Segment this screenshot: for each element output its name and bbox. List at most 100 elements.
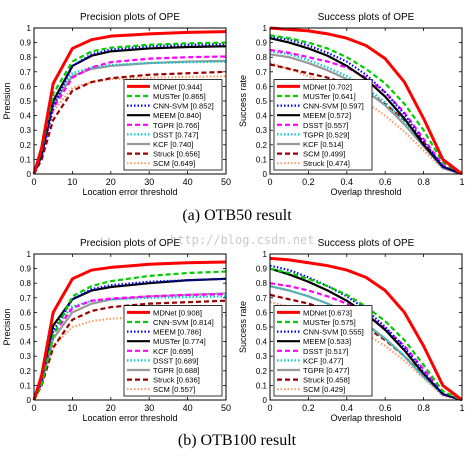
x-tick-label: 10	[67, 403, 77, 413]
y-tick-label: 0.2	[20, 367, 32, 376]
y-tick-label: 0.6	[256, 308, 268, 317]
series-line-7	[33, 70, 227, 175]
legend-entry: MDNet [0.673]	[303, 308, 352, 317]
x-axis-label: Overlap threshold	[330, 413, 401, 423]
y-tick-label: 0.7	[20, 68, 32, 77]
y-tick-label: 0.1	[256, 381, 268, 390]
legend: MDNet [0.673]MUSTer [0.575]CNN-SVM [0.55…	[273, 305, 373, 397]
legend-box	[273, 79, 373, 171]
legend: MDNet [0.944]MUSTer [0.865]CNN-SVM [0.85…	[123, 79, 223, 171]
y-tick-label: 0.6	[20, 82, 32, 91]
legend-entry: MUSTer [0.865]	[153, 92, 206, 101]
y-tick-label: 0.5	[20, 323, 32, 332]
chart-title: Success plots of OPE	[318, 238, 415, 249]
x-axis-label: Location error threshold	[82, 187, 177, 197]
x-axis-label: Overlap threshold	[330, 187, 401, 197]
x-tick-label: 50	[221, 177, 231, 187]
y-tick-label: 0.8	[20, 279, 32, 288]
x-tick-label: 0.2	[302, 177, 315, 187]
y-axis-label: Precision	[2, 308, 12, 345]
legend: MDNet [0.908]CNN-SVM [0.814]MEEM [0.786]…	[123, 305, 223, 397]
series-line-0	[32, 30, 227, 175]
y-tick-label: 0.4	[256, 338, 268, 347]
y-tick-label: 0.5	[20, 97, 32, 106]
series-line-2	[32, 277, 227, 401]
y-tick-label: 0.3	[20, 352, 32, 361]
series-line-5	[269, 50, 463, 176]
y-tick-label: 0.8	[256, 53, 268, 62]
series-line-2	[269, 35, 463, 176]
legend-entry: Struck [0.636]	[153, 376, 200, 385]
otb100-success-chart: Success plots of OPE 0 0.1 0.2 0.3 0.4 0.5 0.6 0…	[238, 238, 465, 423]
legend-entry: TGPR [0.529]	[303, 130, 349, 139]
legend-entry: MDNet [0.944]	[153, 82, 202, 91]
legend-entry: SCM [0.649]	[153, 159, 195, 168]
legend-box	[273, 305, 373, 397]
series-line-2	[32, 42, 227, 175]
legend-entry: CNN-SVM [0.852]	[153, 102, 214, 111]
legend-entry: CNN-SVM [0.597]	[303, 102, 364, 111]
x-tick-label: 0.8	[417, 177, 430, 187]
legend-entry: KCF [0.477]	[303, 356, 344, 365]
x-axis-label: Location error threshold	[82, 413, 177, 423]
x-tick-label: 0.6	[379, 403, 392, 413]
plot-frame	[33, 27, 227, 175]
x-tick-label: 30	[144, 177, 154, 187]
legend-entry: TGPR [0.477]	[303, 366, 349, 375]
x-tick-label: 40	[183, 177, 193, 187]
y-tick-label: 0.3	[256, 352, 268, 361]
y-tick-label: 0.4	[256, 112, 268, 121]
y-tick-label: 0.1	[20, 155, 32, 164]
x-tick-label: 0.6	[379, 177, 392, 187]
y-tick-label: 1	[263, 250, 268, 259]
x-tick-label: 30	[144, 403, 154, 413]
y-tick-label: 0.4	[20, 112, 32, 121]
legend-entry: MEEM [0.840]	[153, 111, 201, 120]
y-tick-label: 1	[27, 24, 32, 33]
legend-box	[123, 79, 223, 171]
x-tick-label: 0	[31, 177, 36, 187]
y-tick-label: 0.3	[256, 126, 268, 135]
plot-frame	[269, 253, 463, 401]
x-tick-label: 10	[67, 177, 77, 187]
legend-entry: Struck [0.458]	[303, 376, 350, 385]
x-tick-label: 1	[459, 177, 464, 187]
y-axis-label: Success rate	[238, 75, 248, 127]
legend-entry: KCF [0.740]	[153, 140, 194, 149]
caption-otb50: (a) OTB50 result	[182, 207, 292, 224]
legend-entry: MUSTer [0.774]	[153, 337, 206, 346]
x-tick-label: 50	[221, 403, 231, 413]
x-tick-label: 0.2	[302, 403, 315, 413]
legend-box	[123, 305, 223, 397]
legend-entry: SCM [0.557]	[153, 385, 195, 394]
y-tick-label: 0.7	[256, 68, 268, 77]
y-tick-label: 1	[27, 250, 32, 259]
plot-frame	[33, 253, 227, 401]
legend-entry: KCF [0.514]	[303, 140, 344, 149]
x-tick-label: 20	[106, 403, 116, 413]
legend-entry: MEEM [0.786]	[153, 328, 201, 337]
series-line-1	[33, 270, 227, 401]
legend-entry: TGPR [0.766]	[153, 121, 199, 130]
x-tick-label: 0	[31, 403, 36, 413]
x-tick-label: 0.4	[341, 177, 354, 187]
y-tick-label: 0.5	[256, 97, 268, 106]
y-tick-label: 0.5	[256, 323, 268, 332]
y-tick-label: 0	[27, 396, 32, 405]
series-line-0	[32, 260, 227, 401]
x-tick-label: 40	[183, 403, 193, 413]
y-tick-label: 0	[263, 396, 268, 405]
chart-title: Success plots of OPE	[318, 12, 415, 23]
legend-entry: DSST [0.517]	[303, 347, 348, 356]
y-tick-label: 0.2	[256, 367, 268, 376]
y-axis-label: Precision	[2, 82, 12, 119]
series-line-4	[269, 282, 463, 402]
y-tick-label: 1	[263, 24, 268, 33]
y-tick-label: 0.7	[256, 294, 268, 303]
x-tick-label: 0.8	[417, 403, 430, 413]
legend-entry: MEEM [0.533]	[303, 337, 351, 346]
y-tick-label: 0.2	[256, 141, 268, 150]
series-line-4	[269, 48, 463, 176]
series-line-1	[269, 267, 463, 402]
y-tick-label: 0.8	[20, 53, 32, 62]
